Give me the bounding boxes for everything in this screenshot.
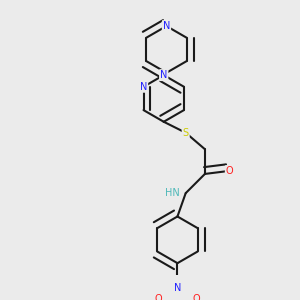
Text: S: S xyxy=(183,128,189,138)
Text: O: O xyxy=(154,294,162,300)
Text: N: N xyxy=(140,82,147,92)
Text: N: N xyxy=(174,283,181,293)
Text: O: O xyxy=(226,166,233,176)
Text: O: O xyxy=(193,294,200,300)
Text: N: N xyxy=(160,70,167,80)
Text: N: N xyxy=(163,21,170,31)
Text: HN: HN xyxy=(166,188,180,198)
